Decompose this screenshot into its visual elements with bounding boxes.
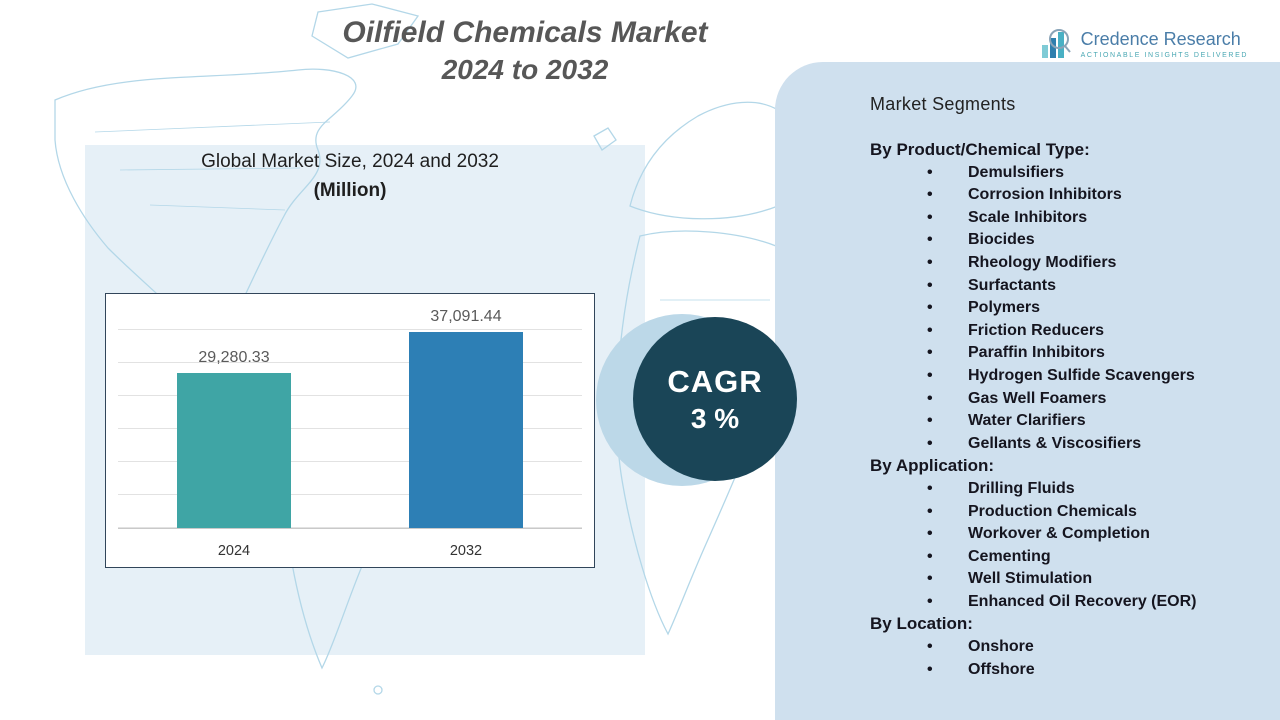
x-axis-label-2024: 2024 (217, 543, 251, 559)
segment-item: Production Chemicals (870, 501, 1262, 524)
logo-chart-icon (1041, 29, 1071, 58)
bar-value-label: 29,280.33 (198, 349, 270, 367)
bar-value-label: 37,091.44 (430, 307, 502, 325)
chart-subtitle: (Million) (313, 179, 387, 201)
bar-chart-plot-area: 29,280.33 37,091.44 (118, 306, 582, 529)
page-title-line2: 2024 to 2032 (441, 53, 609, 85)
segment-item: Enhanced Oil Recovery (EOR) (870, 591, 1262, 614)
chart-title-text: Global Market Size, 2024 and 2032 (201, 151, 499, 172)
brand-logo: Credence Research Actionable Insights De… (1037, 26, 1248, 62)
segment-item: Polymers (870, 297, 1262, 320)
market-segments-panel: Market Segments By Product/Chemical Type… (775, 62, 1280, 720)
segment-item: Paraffin Inhibitors (870, 342, 1262, 365)
segment-item: Offshore (870, 659, 1262, 682)
segment-group-application: By Application: Drilling Fluids Producti… (870, 455, 1262, 613)
bar-2024 (177, 373, 291, 528)
segment-item: Workover & Completion (870, 523, 1262, 546)
group-heading: By Location: (870, 614, 973, 634)
segment-item: Surfactants (870, 275, 1262, 298)
segment-item: Water Clarifiers (870, 410, 1262, 433)
segment-item: Corrosion Inhibitors (870, 184, 1262, 207)
segment-item: Gas Well Foamers (870, 388, 1262, 411)
segment-item: Drilling Fluids (870, 478, 1262, 501)
segment-item: Onshore (870, 636, 1262, 659)
chart-title: Global Market Size, 2024 and 2032 (Milli… (105, 148, 595, 205)
bar-group-2024: 29,280.33 (177, 306, 291, 528)
cagr-label: CAGR (667, 363, 763, 399)
segment-group-location: By Location: Onshore Offshore (870, 613, 1262, 681)
segment-item: Gellants & Viscosifiers (870, 433, 1262, 456)
brand-tagline: Actionable Insights Delivered (1080, 52, 1248, 59)
segment-item: Demulsifiers (870, 162, 1262, 185)
cagr-value: 3 % (690, 402, 740, 434)
page-title: Oilfield Chemicals Market 2024 to 2032 (0, 14, 1050, 87)
panel-title: Market Segments (870, 94, 1016, 114)
segment-item: Well Stimulation (870, 568, 1262, 591)
bar-chart-frame: 29,280.33 37,091.44 2024 2032 (105, 293, 595, 568)
segment-item: Rheology Modifiers (870, 252, 1262, 275)
segment-item: Cementing (870, 546, 1262, 569)
segment-group-product-type: By Product/Chemical Type: Demulsifiers C… (870, 139, 1262, 455)
segment-item: Friction Reducers (870, 320, 1262, 343)
group-heading: By Product/Chemical Type: (870, 140, 1090, 159)
x-axis-labels: 2024 2032 (118, 543, 582, 559)
x-axis-label-2032: 2032 (449, 543, 483, 559)
segment-item: Scale Inhibitors (870, 207, 1262, 230)
cagr-badge: CAGR 3 % (633, 317, 797, 481)
group-heading: By Application: (870, 456, 995, 476)
segment-item: Biocides (870, 229, 1262, 252)
bar-2032 (409, 331, 523, 528)
page-title-line1: Oilfield Chemicals Market (342, 16, 708, 49)
segment-item: Hydrogen Sulfide Scavengers (870, 365, 1262, 388)
brand-name: Credence Research (1080, 29, 1241, 49)
bar-group-2032: 37,091.44 (409, 306, 523, 528)
